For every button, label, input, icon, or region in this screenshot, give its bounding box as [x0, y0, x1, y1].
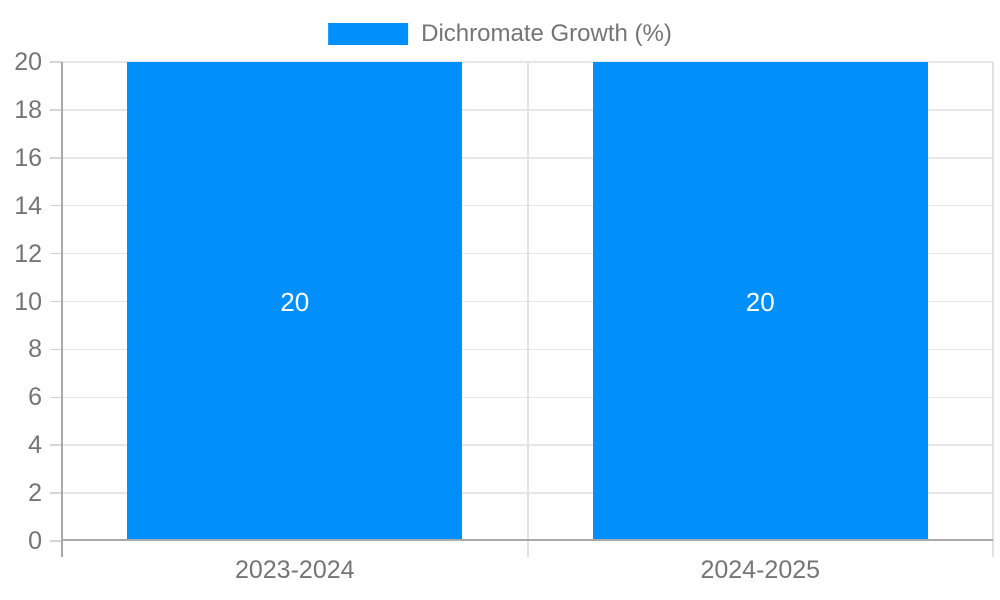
y-tick-label: 12	[14, 239, 42, 268]
x-tick-label: 2023-2024	[234, 556, 355, 584]
y-tick-label: 4	[28, 431, 42, 460]
y-tick-label: 8	[28, 335, 42, 364]
bar[interactable]	[592, 62, 928, 541]
plot-area: 20 20	[50, 61, 994, 557]
y-tick-mark	[50, 540, 62, 542]
y-tick-mark	[50, 492, 62, 494]
category-boundary-line	[992, 62, 994, 557]
category-boundary-line	[526, 62, 529, 557]
legend-label: Dichromate Growth (%)	[421, 20, 672, 47]
y-tick-label: 18	[14, 95, 42, 124]
bar-value-label: 20	[280, 286, 310, 317]
y-tick-label: 2	[28, 479, 42, 508]
y-tick-label: 20	[14, 48, 42, 76]
y-tick-mark	[50, 252, 62, 255]
y-tick-mark	[50, 204, 62, 207]
x-axis: 2023-2024 2024-2025	[62, 554, 993, 588]
y-tick-label: 16	[14, 143, 42, 172]
y-axis: 0 2 4 6 8 10 12 14 16 18 20	[0, 0, 42, 600]
bar-value-label: 20	[745, 286, 775, 317]
y-tick-label: 10	[14, 287, 42, 316]
y-tick-label: 14	[14, 191, 42, 220]
y-axis-line	[61, 62, 63, 557]
y-tick-mark	[50, 157, 62, 159]
y-tick-label: 0	[28, 527, 42, 555]
y-tick-label: 6	[28, 383, 42, 412]
legend-item[interactable]: Dichromate Growth (%)	[328, 20, 672, 48]
y-tick-mark	[50, 300, 62, 303]
bar[interactable]	[127, 62, 463, 541]
legend-swatch	[328, 23, 409, 45]
x-tick-label: 2024-2025	[700, 556, 821, 584]
y-tick-mark	[50, 348, 62, 351]
y-tick-mark	[50, 61, 62, 63]
y-tick-mark	[50, 396, 62, 399]
y-tick-mark	[50, 109, 62, 111]
y-tick-mark	[50, 444, 62, 446]
x-axis-baseline	[62, 539, 993, 541]
